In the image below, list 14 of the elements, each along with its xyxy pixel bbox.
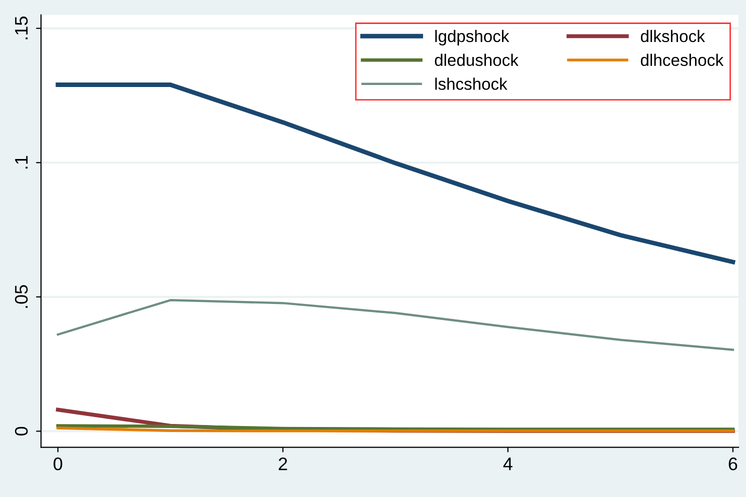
legend-label: dledushock — [434, 54, 519, 66]
legend-label: lshcshock — [435, 78, 508, 90]
x-tick-label: 6 — [728, 458, 738, 470]
x-tick-label: 4 — [503, 458, 512, 470]
y-tick-label: .05 — [14, 285, 28, 308]
line-series — [56, 299, 734, 351]
y-tick-label: .1 — [15, 156, 28, 168]
y-tick-label: .15 — [15, 16, 28, 40]
legend-label: dlkshock — [640, 30, 706, 42]
legend-label: dlhceshock — [640, 54, 724, 66]
x-tick-label: 2 — [278, 458, 288, 470]
x-tick-label: 0 — [54, 458, 62, 470]
y-tick-label: 0 — [14, 426, 28, 436]
legend-label: lgdpshock — [435, 30, 510, 46]
